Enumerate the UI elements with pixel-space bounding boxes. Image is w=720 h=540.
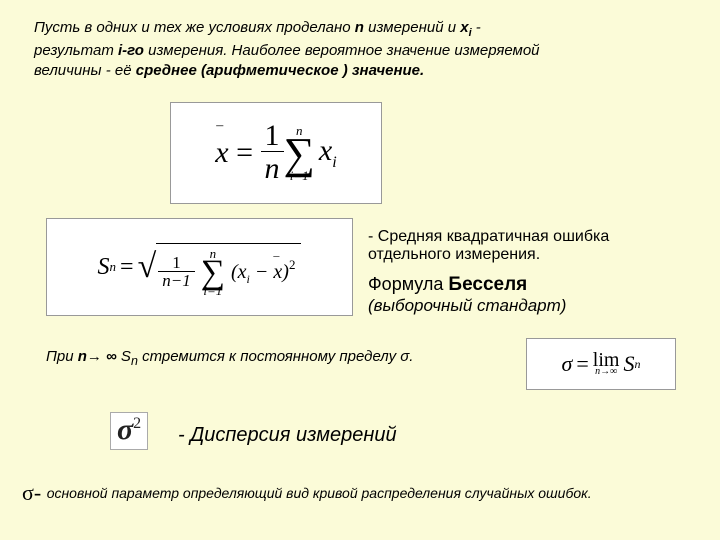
intro-xi: x [460,19,468,36]
intro-bold: среднее (арифметическое ) значение. [136,62,424,79]
formula-bessel: Sn = √ 1 n−1 n ∑ i=1 (xi − –x)2 [46,218,353,316]
intro-t3a: величины - её [34,62,136,79]
intro-n: n [355,19,364,36]
intro-t1c: - [472,19,481,36]
side-l4: (выборочный стандарт) [368,296,698,316]
intro-t2a: результат [34,42,118,59]
intro-t1b: измерений и [364,19,460,36]
bessel-description: - Средняя квадратичная ошибкаотдельного … [368,228,698,316]
intro-t1a: Пусть в одних и тех же условиях проделан… [34,19,355,36]
limit-line: При n→ ∞ Sn стремится к постоянному пред… [46,348,676,368]
formula-sigma-limit: σ = lim n→∞ Sn [526,338,676,390]
side-l1: - Средняя квадратичная ошибка [368,228,609,245]
dispersion-label: - Дисперсия измерений [178,424,397,447]
sigma-squared: σ2 [110,412,148,450]
final-line: σ- основной параметр определяющий вид кр… [22,480,702,506]
intro-t2b: измерения. Наиболее вероятное значение и… [144,42,540,59]
intro-paragraph: Пусть в одних и тех же условиях проделан… [0,0,720,86]
side-l2: отдельного измерения. [368,246,540,263]
side-l3a: Формула [368,274,448,294]
side-l3b: Бесселя [448,274,527,295]
intro-igo: i-го [118,42,144,59]
formula-mean: – x = 1 n n ∑ i=1 xi [170,102,382,204]
